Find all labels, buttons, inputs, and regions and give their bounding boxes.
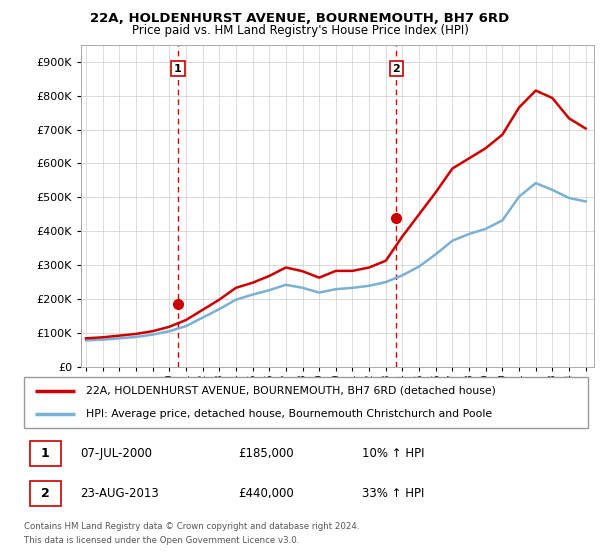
Text: HPI: Average price, detached house, Bournemouth Christchurch and Poole: HPI: Average price, detached house, Bour… xyxy=(86,409,492,419)
Text: 2: 2 xyxy=(41,487,50,500)
Text: Price paid vs. HM Land Registry's House Price Index (HPI): Price paid vs. HM Land Registry's House … xyxy=(131,24,469,37)
Text: 10% ↑ HPI: 10% ↑ HPI xyxy=(362,447,425,460)
Text: 22A, HOLDENHURST AVENUE, BOURNEMOUTH, BH7 6RD (detached house): 22A, HOLDENHURST AVENUE, BOURNEMOUTH, BH… xyxy=(86,386,496,396)
Text: 2: 2 xyxy=(392,63,400,73)
Text: 33% ↑ HPI: 33% ↑ HPI xyxy=(362,487,425,500)
Text: 1: 1 xyxy=(41,447,50,460)
Text: £440,000: £440,000 xyxy=(238,487,294,500)
Text: 23-AUG-2013: 23-AUG-2013 xyxy=(80,487,159,500)
Text: 07-JUL-2000: 07-JUL-2000 xyxy=(80,447,152,460)
FancyBboxPatch shape xyxy=(29,480,61,506)
FancyBboxPatch shape xyxy=(24,377,588,428)
Text: Contains HM Land Registry data © Crown copyright and database right 2024.: Contains HM Land Registry data © Crown c… xyxy=(24,522,359,531)
Text: 22A, HOLDENHURST AVENUE, BOURNEMOUTH, BH7 6RD: 22A, HOLDENHURST AVENUE, BOURNEMOUTH, BH… xyxy=(91,12,509,25)
FancyBboxPatch shape xyxy=(29,441,61,466)
Text: £185,000: £185,000 xyxy=(238,447,294,460)
Text: This data is licensed under the Open Government Licence v3.0.: This data is licensed under the Open Gov… xyxy=(24,536,299,545)
Text: 1: 1 xyxy=(174,63,182,73)
